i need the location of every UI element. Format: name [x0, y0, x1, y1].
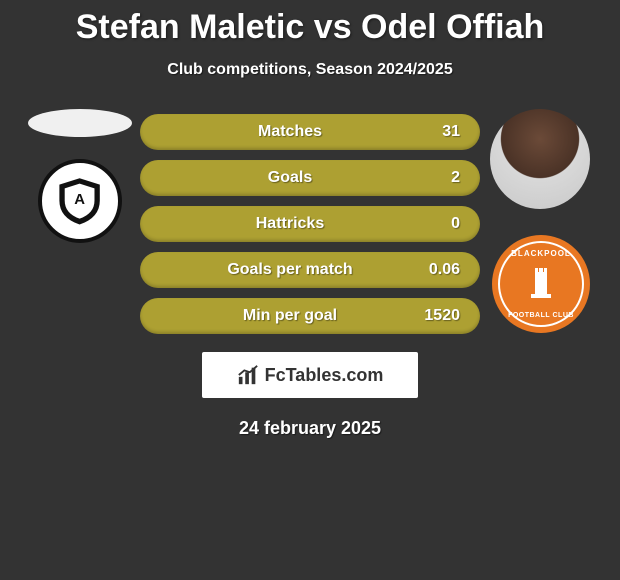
stat-bar-matches: Matches 31	[140, 114, 480, 150]
stat-bar-gpm: Goals per match 0.06	[140, 252, 480, 288]
main-row: A Matches 31 Goals 2 Hattricks 0 Goals p…	[0, 109, 620, 334]
right-column: BLACKPOOL FOOTBALL CLUB	[480, 109, 600, 334]
svg-text:A: A	[75, 192, 86, 208]
stat-label: Goals	[160, 169, 420, 187]
branding-text: FcTables.com	[265, 365, 384, 386]
stat-label: Goals per match	[160, 261, 420, 279]
left-column: A	[20, 109, 140, 334]
stat-bar-goals: Goals 2	[140, 160, 480, 196]
stat-bars: Matches 31 Goals 2 Hattricks 0 Goals per…	[140, 114, 480, 334]
player1-club-badge: A	[38, 159, 122, 243]
chart-icon	[237, 364, 259, 386]
root: Stefan Maletic vs Odel Offiah Club compe…	[0, 0, 620, 439]
player1-photo-placeholder	[28, 109, 132, 137]
stat-value: 0	[420, 215, 460, 233]
shield-icon: A	[53, 174, 106, 227]
date-text: 24 february 2025	[0, 418, 620, 439]
page-title: Stefan Maletic vs Odel Offiah	[0, 0, 620, 47]
stat-label: Hattricks	[160, 215, 420, 233]
stat-value: 2	[420, 169, 460, 187]
stat-bar-hattricks: Hattricks 0	[140, 206, 480, 242]
player2-photo	[490, 109, 590, 209]
branding-box: FcTables.com	[202, 352, 418, 398]
stat-label: Min per goal	[160, 307, 420, 325]
club2-text-bottom: FOOTBALL CLUB	[508, 312, 574, 319]
stat-bar-mpg: Min per goal 1520	[140, 298, 480, 334]
player2-club-badge: BLACKPOOL FOOTBALL CLUB	[492, 235, 590, 333]
stat-value: 31	[420, 123, 460, 141]
stat-value: 0.06	[420, 261, 460, 279]
stat-label: Matches	[160, 123, 420, 141]
subtitle: Club competitions, Season 2024/2025	[0, 61, 620, 79]
tower-icon	[521, 264, 561, 304]
stat-value: 1520	[420, 307, 460, 325]
club2-text-top: BLACKPOOL	[511, 249, 571, 258]
